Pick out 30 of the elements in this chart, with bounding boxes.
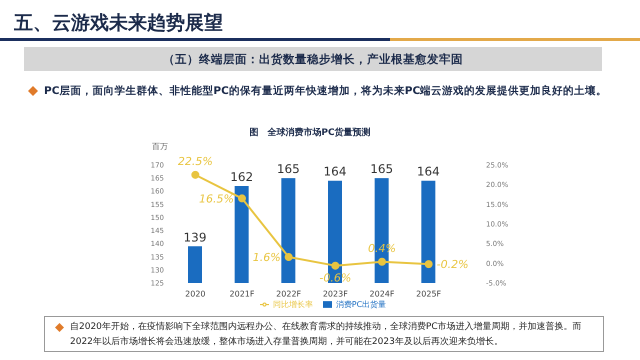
x-tick-label: 2023F [322, 290, 348, 299]
chart-subtitle: （五）终端层面：出货数量稳步增长，产业根基愈发牢固 [24, 47, 602, 71]
point [331, 262, 340, 270]
data-label: 139 [184, 230, 206, 244]
point [378, 258, 386, 266]
data-label: 165 [276, 162, 300, 176]
x-tick-label: 2025F [416, 290, 442, 299]
point [424, 260, 433, 268]
data-label: 165 [370, 162, 394, 176]
x-tick-label: 2022F [276, 290, 302, 299]
data-label: 22.5% [178, 154, 213, 168]
point [238, 194, 246, 202]
text: PC层面，面向学生群体、非性能型PC的保有量近两年快速增加，将为未来PC端云游戏的发展提供更加良好的土壤。 [44, 84, 608, 98]
data-label: 164 [416, 164, 440, 179]
data-label: 162 [230, 170, 254, 184]
chart-title: 图 全球消费市场PC货量预测 [248, 126, 372, 139]
x-tick-label: 2024F [370, 290, 395, 299]
point [191, 170, 200, 179]
x-tick-label: 2020 [185, 290, 206, 299]
legend-label: 同比增长率 [272, 300, 313, 309]
x-tick-label: 2021F [230, 290, 255, 299]
legend-label: 消费PC出货量 [336, 300, 386, 309]
y-axis-title: 百万 [152, 141, 168, 152]
data-label: -0.2% [436, 258, 469, 272]
data-label: 164 [324, 164, 346, 179]
point [284, 253, 293, 262]
text: 五、云游戏未来趋势展望 [14, 11, 223, 36]
data-label: 16.5% [199, 192, 234, 206]
data-label: 1.6% [252, 251, 281, 264]
text: 自2020年开始，在疫情影响下全球范围内远程办公、在线教育需求的持续推动，全球消费PC市场进入增量周期，并加速普换。而2022年以后市场增长将会迅速放缓，整体市场进入存量普换周期，并可能在2023年及以后再次迎来负增长。 [70, 320, 583, 349]
